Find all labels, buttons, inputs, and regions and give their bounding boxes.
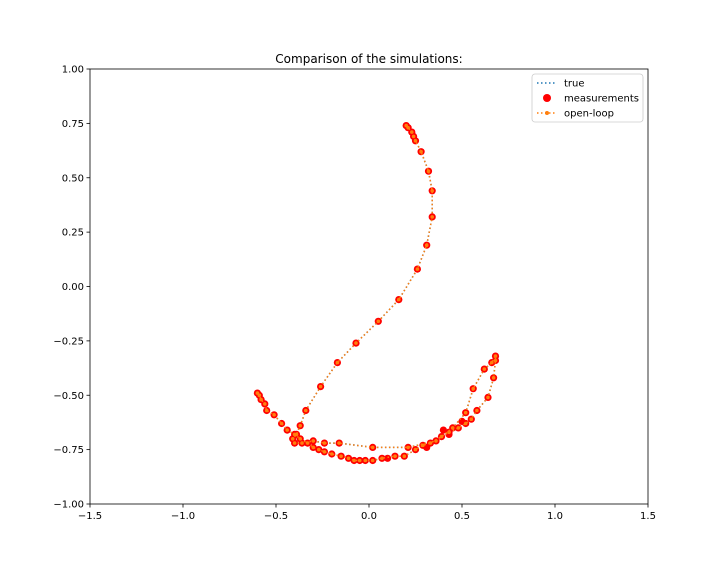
open-loop-point: [463, 421, 468, 426]
y-tick-label: −1.00: [53, 500, 84, 511]
open-loop-point: [486, 395, 490, 400]
open-loop-point: [406, 445, 410, 450]
open-loop-point: [430, 215, 435, 219]
measurement-point: [423, 443, 431, 451]
y-tick-label: −0.25: [53, 336, 84, 347]
open-loop-point: [337, 441, 342, 445]
chart-title: Comparison of the simulations:: [275, 52, 462, 66]
open-loop-point: [493, 358, 498, 363]
open-loop-point: [428, 441, 433, 445]
open-loop-point: [410, 130, 414, 134]
open-loop-point: [354, 341, 358, 345]
open-loop-point: [471, 386, 476, 391]
open-loop-point: [415, 267, 420, 271]
open-loop-point: [357, 458, 362, 463]
open-loop-point: [300, 441, 304, 445]
open-loop-point: [434, 439, 438, 443]
open-loop-point: [402, 454, 407, 459]
open-loop-point: [322, 450, 327, 454]
open-loop-point: [290, 437, 295, 441]
open-loop-point: [463, 410, 468, 415]
open-loop-point: [482, 367, 487, 371]
legend-open-loop-marker: [545, 111, 549, 115]
open-loop-point: [352, 458, 356, 463]
open-loop-point: [490, 360, 494, 365]
y-tick-label: 0.50: [62, 173, 84, 184]
measurement-point: [445, 430, 453, 438]
open-loop-point: [259, 397, 263, 402]
open-loop-point: [456, 426, 461, 430]
open-loop-point: [430, 189, 435, 193]
open-loop-point: [292, 441, 297, 445]
measurement-point: [439, 426, 447, 434]
open-loop-point: [298, 437, 303, 441]
legend: true measurements open-loop: [531, 73, 644, 123]
open-loop-point: [311, 445, 316, 450]
open-loop-point: [346, 456, 351, 461]
open-loop-point: [393, 454, 397, 459]
x-tick-label: 1.0: [547, 511, 563, 522]
open-loop-point: [413, 447, 418, 452]
y-tick-label: 0.00: [62, 282, 84, 293]
x-tick-label: 0.5: [454, 511, 470, 522]
open-loop-point: [264, 408, 269, 413]
open-loop-point: [339, 454, 343, 459]
open-loop-point: [304, 408, 308, 413]
open-loop-point: [263, 402, 267, 406]
legend-box: [531, 73, 644, 123]
open-loop-point: [370, 458, 375, 463]
open-loop-point: [380, 456, 384, 461]
open-loop-point: [411, 134, 416, 139]
open-loop-point: [292, 432, 297, 437]
legend-measurements-swatch: [543, 94, 551, 102]
y-tick-label: 1.00: [62, 65, 84, 76]
open-loop-point: [376, 319, 381, 324]
measurement-point: [384, 454, 392, 462]
x-tick-label: −1.0: [171, 511, 195, 522]
open-loop-point: [426, 169, 431, 173]
open-loop-point: [397, 297, 401, 302]
open-loop-point: [475, 408, 479, 413]
y-tick-label: 0.75: [62, 119, 84, 130]
open-loop-point: [419, 149, 423, 154]
open-loop-point: [330, 452, 334, 456]
open-loop-point: [370, 445, 375, 450]
open-loop-point: [335, 360, 340, 365]
open-loop-point: [493, 354, 498, 358]
open-loop-point: [424, 243, 429, 247]
open-loop-point: [413, 139, 418, 143]
x-tick-label: 0.0: [361, 511, 377, 522]
x-tick-label: −0.5: [264, 511, 288, 522]
open-loop-point: [363, 458, 368, 463]
open-loop-point: [439, 434, 444, 439]
open-loop-point: [311, 439, 316, 443]
y-tick-label: −0.50: [53, 391, 84, 402]
series-layer: [253, 122, 500, 465]
y-tick-label: 0.25: [62, 228, 84, 239]
x-tick-label: −1.5: [78, 511, 102, 522]
open-loop-point: [491, 376, 496, 380]
open-loop-point: [317, 447, 321, 452]
open-loop-point: [298, 423, 303, 428]
open-loop-point: [469, 417, 474, 422]
open-loop-point: [279, 421, 284, 426]
open-loop-point: [447, 430, 451, 435]
legend-open-loop-label: open-loop: [564, 109, 614, 120]
open-loop-point: [318, 384, 323, 389]
y-tick-label: −0.75: [53, 445, 84, 456]
open-loop-point: [285, 428, 290, 432]
x-tick-label: 1.5: [640, 511, 656, 522]
open-loop-point: [322, 441, 327, 445]
open-loop-point: [305, 441, 310, 445]
axis-layer: −1.5 −1.0 −0.5 0.0 0.5 1.0 1.5 −1.00 −0.75 −0.50 −…: [53, 65, 656, 523]
legend-measurements-label: measurements: [564, 94, 639, 105]
open-loop-point: [450, 426, 455, 430]
open-loop-point: [272, 413, 276, 417]
open-loop-point: [255, 391, 260, 395]
open-loop-point: [421, 443, 425, 448]
legend-true-label: true: [564, 79, 585, 90]
open-loop-point: [406, 125, 410, 130]
